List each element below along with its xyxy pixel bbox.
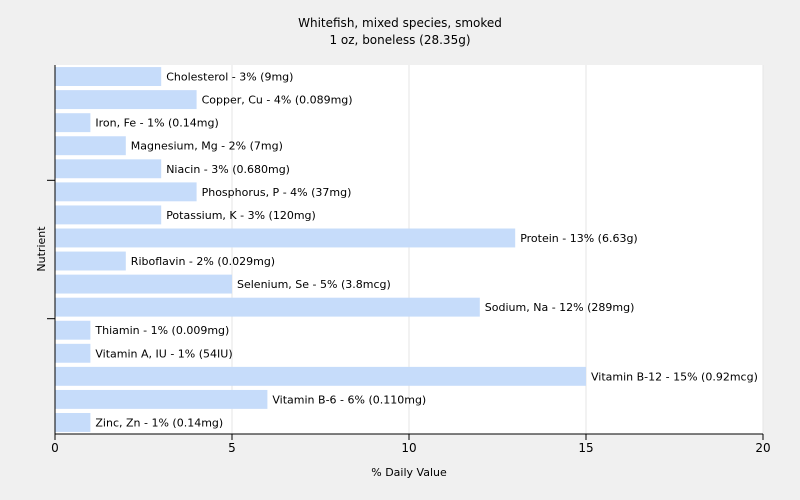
bar-label-15: Zinc, Zn - 1% (0.14mg) (95, 416, 223, 429)
bar-3 (55, 136, 126, 156)
bar-9 (55, 274, 232, 294)
bar-label-9: Selenium, Se - 5% (3.8mcg) (237, 278, 391, 291)
chart-subtitle: 1 oz, boneless (28.35g) (329, 33, 470, 47)
x-tick-label-20: 20 (755, 441, 770, 455)
bar-label-1: Copper, Cu - 4% (0.089mg) (202, 94, 353, 107)
bar-label-5: Phosphorus, P - 4% (37mg) (202, 186, 352, 199)
bar-labels: Cholesterol - 3% (9mg) Copper, Cu - 4% (0… (94, 71, 757, 430)
x-tick-label-5: 5 (228, 441, 236, 455)
chart-title: Whitefish, mixed species, smoked (298, 16, 502, 30)
bar-0 (55, 67, 162, 86)
x-axis-label: % Daily Value (371, 466, 447, 479)
bar-label-4: Niacin - 3% (0.680mg) (166, 163, 290, 176)
bar-label-6: Potassium, K - 3% (120mg) (166, 209, 316, 222)
bar-label-8: Riboflavin - 2% (0.029mg) (131, 255, 275, 268)
bar-label-10: Sodium, Na - 12% (289mg) (485, 301, 635, 314)
x-tick-label-15: 15 (578, 441, 593, 455)
bar-1 (55, 90, 197, 110)
bar-label-3: Magnesium, Mg - 2% (7mg) (131, 140, 283, 153)
bar-label-0: Cholesterol - 3% (9mg) (166, 71, 293, 84)
bar-11 (55, 320, 91, 340)
bar-label-12: Vitamin A, IU - 1% (54IU) (95, 347, 232, 360)
bar-12 (55, 343, 91, 363)
y-axis-label: Nutrient (35, 226, 48, 272)
bar-label-11: Thiamin - 1% (0.009mg) (94, 324, 229, 337)
bar-7 (55, 228, 516, 248)
bar-label-13: Vitamin B-12 - 15% (0.92mcg) (591, 370, 758, 383)
bar-5 (55, 182, 197, 202)
bar-10 (55, 297, 480, 317)
bar-14 (55, 389, 268, 409)
x-axis-ticks: 0 5 10 15 20 (51, 434, 771, 455)
bar-label-2: Iron, Fe - 1% (0.14mg) (95, 117, 218, 130)
x-tick-label-0: 0 (51, 441, 59, 455)
x-tick-label-10: 10 (401, 441, 416, 455)
bar-8 (55, 251, 126, 271)
bars (55, 67, 586, 432)
bar-label-14: Vitamin B-6 - 6% (0.110mg) (272, 393, 426, 406)
bar-13 (55, 366, 586, 386)
bar-4 (55, 159, 162, 179)
y-axis-ticks (47, 179, 55, 320)
bar-label-7: Protein - 13% (6.63g) (520, 232, 638, 245)
bar-2 (55, 113, 91, 133)
bar-6 (55, 205, 162, 225)
bar-15 (55, 413, 91, 432)
